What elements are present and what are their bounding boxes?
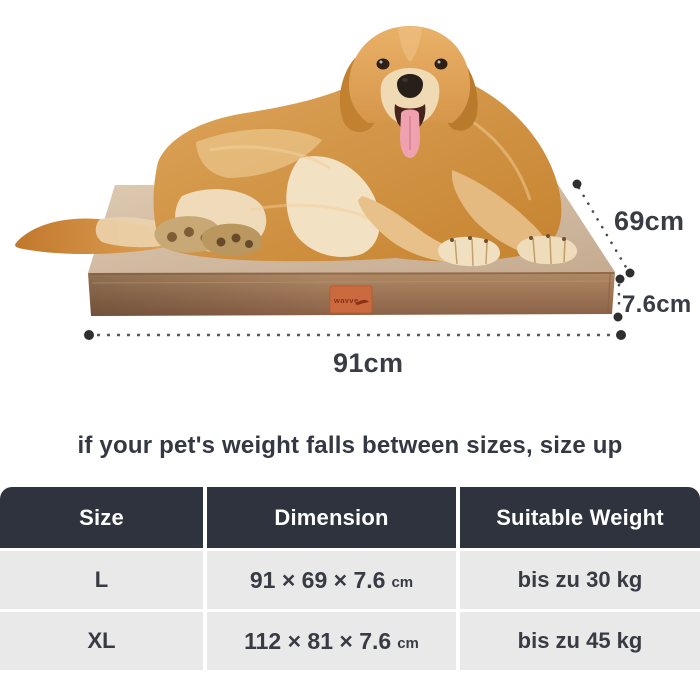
width-dimension-label: 91cm (333, 348, 404, 378)
dog-right-eye (434, 58, 448, 70)
table-row-l-dimension: 91 × 69 × 7.6 cm (207, 551, 456, 609)
dog-chest-fur (286, 156, 380, 258)
dimension-unit: cm (397, 634, 419, 652)
dog-left-eye (376, 58, 390, 70)
dimension-value: 112 × 81 × 7.6 (244, 627, 392, 654)
size-table: Size Dimension Suitable Weight L 91 × 69… (0, 487, 700, 670)
table-header-weight: Suitable Weight (460, 487, 700, 548)
sizing-note: if your pet's weight falls between sizes… (77, 432, 623, 459)
thickness-dimension-label: 7.6cm (622, 291, 692, 318)
table-header-dimension: Dimension (207, 487, 456, 548)
dog-rear-paws (154, 216, 263, 256)
table-row-xl-weight: bis zu 45 kg (460, 612, 700, 670)
brand-logo-text: wavve (333, 296, 359, 305)
table-row-l-size: L (0, 551, 203, 609)
dog-head (339, 26, 478, 158)
table-row-xl-size: XL (0, 612, 203, 670)
dimension-unit: cm (391, 573, 414, 591)
table-header-size: Size (0, 487, 203, 548)
dog-bed-illustration: wavve (15, 26, 635, 340)
brand-swoosh-icon (355, 299, 369, 305)
dog-illustration (15, 26, 578, 267)
measurement-lines (84, 179, 635, 340)
dog-front-legs (358, 170, 578, 267)
table-row-xl-dimension: 112 × 81 × 7.6 cm (207, 612, 456, 670)
dimension-value: 91 × 69 × 7.6 (249, 566, 386, 593)
depth-dimension-label: 69cm (614, 206, 685, 236)
table-row-l-weight: bis zu 30 kg (460, 551, 700, 609)
brand-tag: wavve (329, 285, 373, 314)
